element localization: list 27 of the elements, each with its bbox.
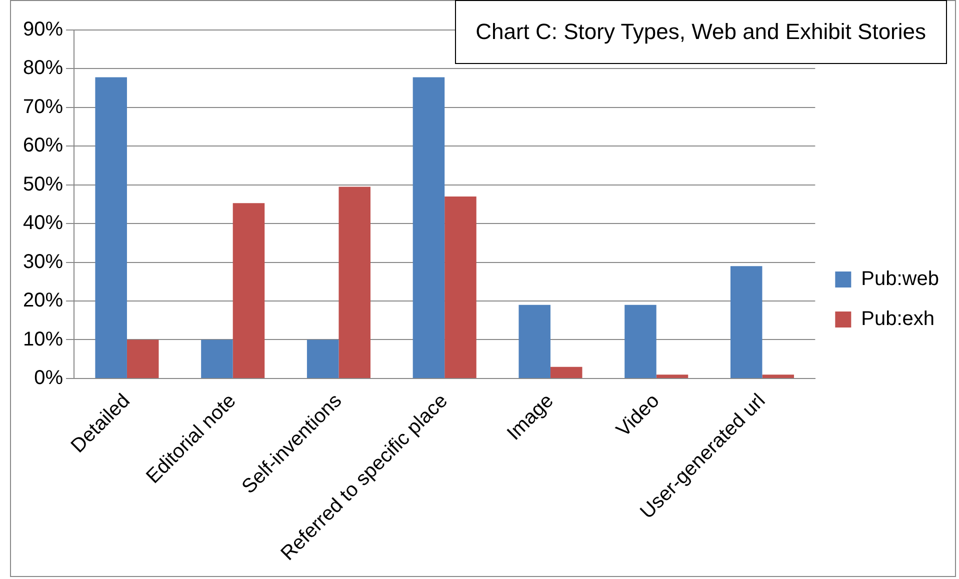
y-tick-label: 60%	[23, 134, 64, 157]
y-tick-label: 40%	[23, 212, 64, 234]
y-tick-label: 70%	[23, 96, 64, 118]
y-tick-label: 50%	[23, 173, 64, 196]
y-tick-label: 90%	[23, 18, 64, 41]
y-tick-label: 80%	[23, 57, 64, 80]
y-tick-label: 30%	[23, 250, 64, 273]
bar	[412, 77, 445, 378]
bar	[306, 340, 339, 378]
legend-label: Pub:web	[861, 268, 940, 290]
legend-label: Pub:exh	[861, 308, 935, 330]
bar	[762, 374, 794, 378]
bar	[232, 203, 265, 378]
bar	[550, 366, 582, 378]
bar	[656, 374, 688, 378]
bar	[624, 304, 656, 378]
chart-title: Chart C: Story Types, Web and Exhibit Stories	[454, 0, 947, 64]
bar	[444, 196, 476, 378]
y-tick-label: 10%	[23, 328, 64, 350]
y-tick-label: 20%	[23, 290, 64, 312]
bar	[95, 77, 127, 378]
bar	[730, 266, 762, 378]
bar	[201, 340, 233, 378]
bar	[338, 186, 370, 378]
bar	[518, 304, 550, 378]
y-tick-label: 0%	[34, 366, 64, 389]
bar	[126, 340, 159, 378]
